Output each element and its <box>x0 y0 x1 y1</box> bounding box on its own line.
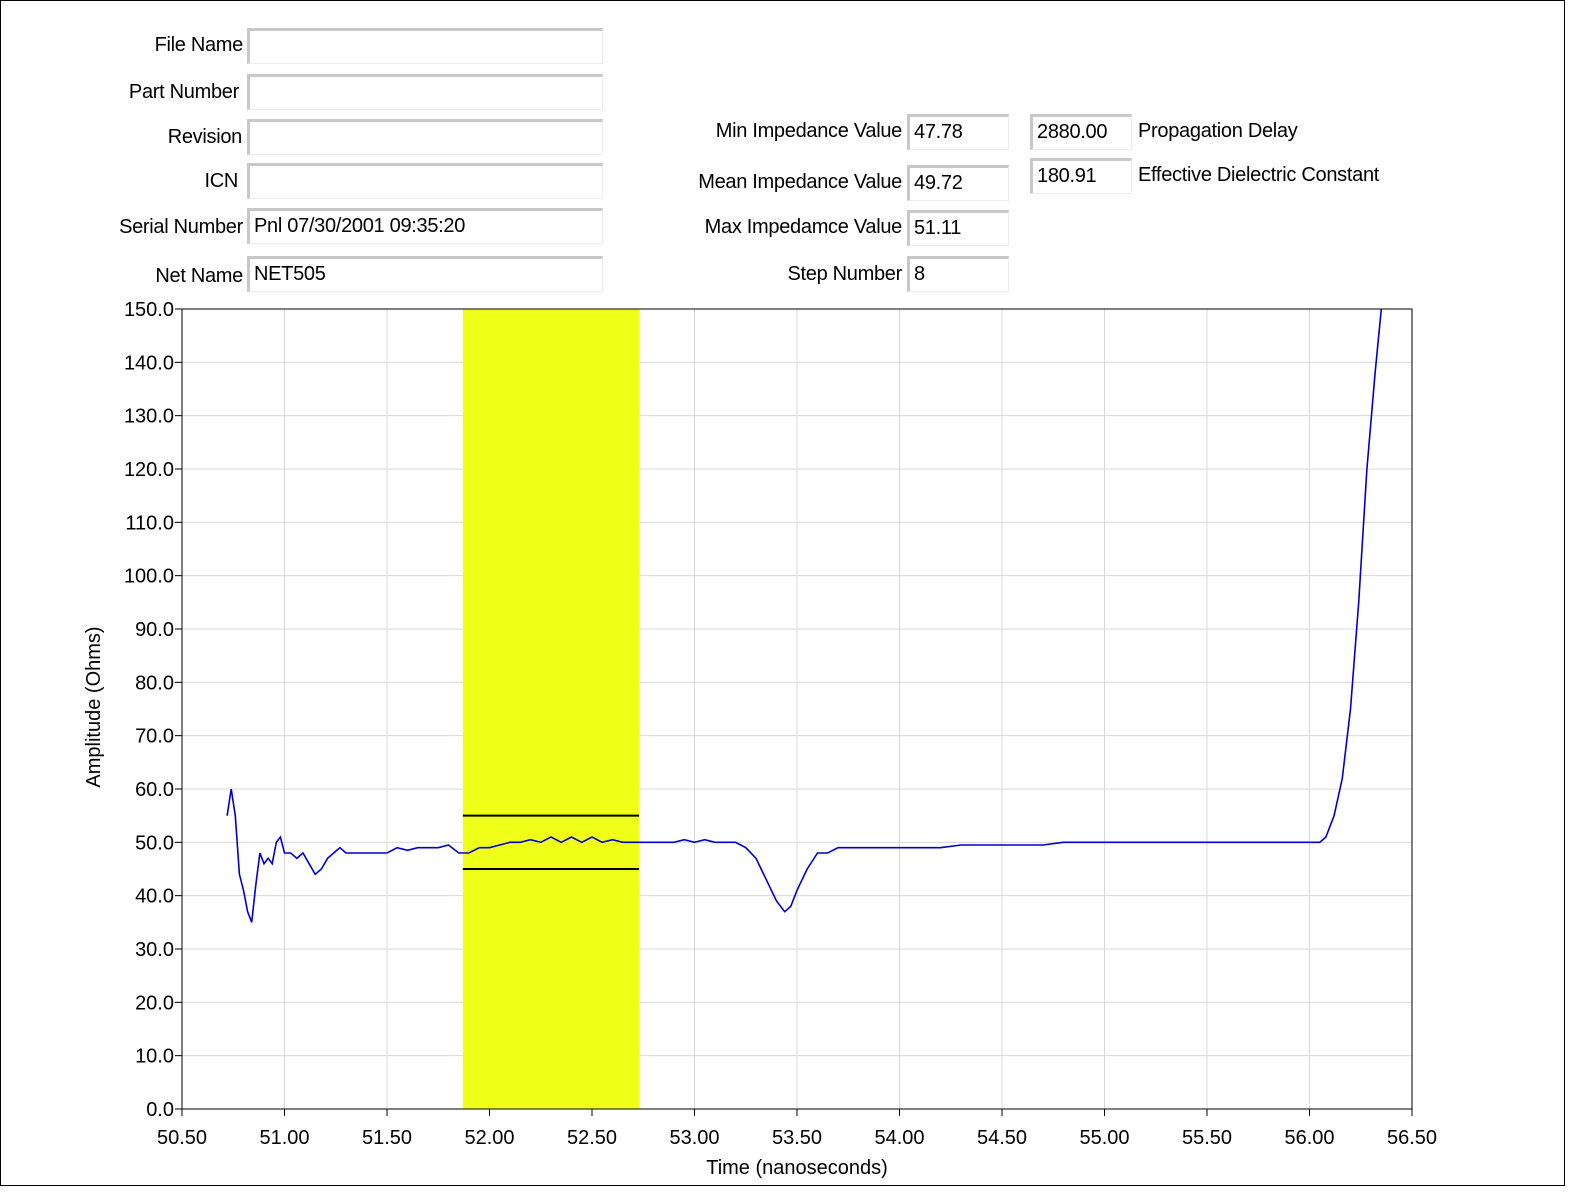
y-tick-label: 130.0 <box>124 406 174 428</box>
y-tick-label: 140.0 <box>124 352 174 374</box>
propagation-delay-field[interactable]: 2880.00 <box>1030 114 1132 150</box>
y-tick-label: 90.0 <box>135 619 174 641</box>
mean-impedance-field[interactable]: 49.72 <box>907 165 1009 201</box>
x-tick-label: 51.00 <box>259 1127 309 1149</box>
y-tick-label: 20.0 <box>135 992 174 1014</box>
serial-number-label: Serial Number <box>119 216 243 238</box>
x-axis-label: Time (nanoseconds) <box>706 1157 888 1179</box>
x-tick-label: 51.50 <box>362 1127 412 1149</box>
x-tick-label: 56.50 <box>1387 1127 1437 1149</box>
x-tick-label: 52.50 <box>567 1127 617 1149</box>
y-tick-label: 100.0 <box>124 566 174 588</box>
max-impedance-field[interactable]: 51.11 <box>907 210 1009 246</box>
dielectric-constant-field[interactable]: 180.91 <box>1030 158 1132 194</box>
x-tick-label: 56.00 <box>1284 1127 1334 1149</box>
y-tick-label: 50.0 <box>135 832 174 854</box>
y-tick-label: 30.0 <box>135 939 174 961</box>
y-tick-label: 40.0 <box>135 886 174 908</box>
max-impedance-label: Max Impedamce Value <box>704 216 903 238</box>
x-tick-label: 50.50 <box>157 1127 207 1149</box>
part-number-field[interactable] <box>247 74 603 110</box>
min-impedance-label: Min Impedance Value <box>715 120 903 142</box>
y-axis-label: Amplitude (Ohms) <box>83 626 105 787</box>
x-tick-label: 53.50 <box>772 1127 822 1149</box>
revision-label: Revision <box>167 126 243 148</box>
highlight-region <box>462 309 640 1109</box>
y-tick-label: 80.0 <box>135 672 174 694</box>
x-tick-label: 54.50 <box>977 1127 1027 1149</box>
dielectric-constant-label: Effective Dielectric Constant <box>1138 164 1380 186</box>
file-name-label: File Name <box>154 34 244 56</box>
revision-field[interactable] <box>247 119 603 155</box>
icn-label: ICN <box>204 170 238 192</box>
x-tick-label: 54.00 <box>874 1127 924 1149</box>
x-tick-label: 55.00 <box>1079 1127 1129 1149</box>
y-tick-label: 110.0 <box>125 512 174 534</box>
propagation-delay-label: Propagation Delay <box>1138 120 1298 142</box>
net-name-field[interactable]: NET505 <box>247 256 603 292</box>
mean-impedance-label: Mean Impedance Value <box>698 171 902 193</box>
y-tick-label: 0.0 <box>146 1099 174 1121</box>
step-number-label: Step Number <box>787 263 902 285</box>
x-tick-label: 55.50 <box>1182 1127 1232 1149</box>
x-tick-label: 52.00 <box>464 1127 514 1149</box>
serial-number-field[interactable]: Pnl 07/30/2001 09:35:20 <box>247 208 603 244</box>
part-number-label: Part Number <box>128 81 239 103</box>
y-tick-label: 60.0 <box>135 779 174 801</box>
y-tick-label: 150.0 <box>124 299 174 321</box>
y-tick-label: 120.0 <box>124 459 174 481</box>
y-tick-label: 10.0 <box>135 1046 174 1068</box>
file-name-field[interactable] <box>247 28 603 64</box>
min-impedance-field[interactable]: 47.78 <box>907 114 1009 150</box>
net-name-label: Net Name <box>155 265 243 287</box>
x-tick-label: 53.00 <box>669 1127 719 1149</box>
y-tick-label: 70.0 <box>135 726 174 748</box>
impedance-trace <box>226 308 1383 923</box>
icn-field[interactable] <box>247 163 603 199</box>
step-number-field[interactable]: 8 <box>907 256 1009 292</box>
